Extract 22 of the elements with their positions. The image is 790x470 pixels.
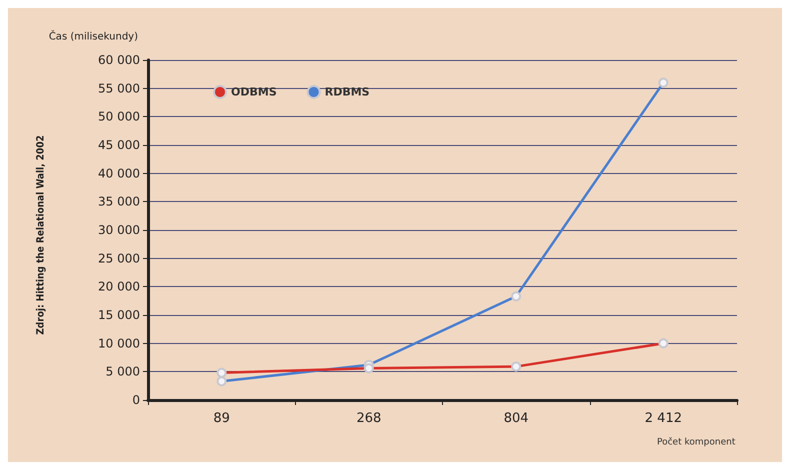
text: Zdroj: Hitting the Relational Wall, 2002 bbox=[36, 135, 46, 335]
y-tick-label: 5 000 bbox=[106, 364, 140, 379]
y-tick-label: 25 000 bbox=[98, 251, 140, 266]
x-tick-label: 804 bbox=[504, 411, 529, 426]
y-axis-title: Čas (milisekundy) bbox=[48, 30, 138, 42]
x-tick-label: 89 bbox=[213, 411, 230, 426]
y-tick-label: 35 000 bbox=[98, 194, 140, 209]
y-tick-label: 30 000 bbox=[98, 223, 140, 237]
y-tick-label: 20 000 bbox=[98, 280, 140, 294]
y-tick-label: 45 000 bbox=[98, 138, 140, 152]
y-tick-label: 40 000 bbox=[98, 166, 140, 180]
y-tick-label: 15 000 bbox=[98, 308, 140, 322]
x-tick-label: 2 412 bbox=[644, 411, 682, 426]
y-tick-label: 0 bbox=[132, 393, 140, 407]
legend-label: ODBMS bbox=[231, 86, 277, 98]
legend-label: RDBMS bbox=[324, 86, 370, 98]
y-tick-label: 50 000 bbox=[98, 110, 140, 124]
y-tick-label: 55 000 bbox=[98, 81, 140, 96]
x-tick-label: 268 bbox=[356, 411, 382, 426]
y-tick-label: 10 000 bbox=[98, 336, 140, 350]
y-tick-label: 60 000 bbox=[98, 53, 140, 67]
x-axis-title: Počet komponent bbox=[657, 436, 736, 448]
